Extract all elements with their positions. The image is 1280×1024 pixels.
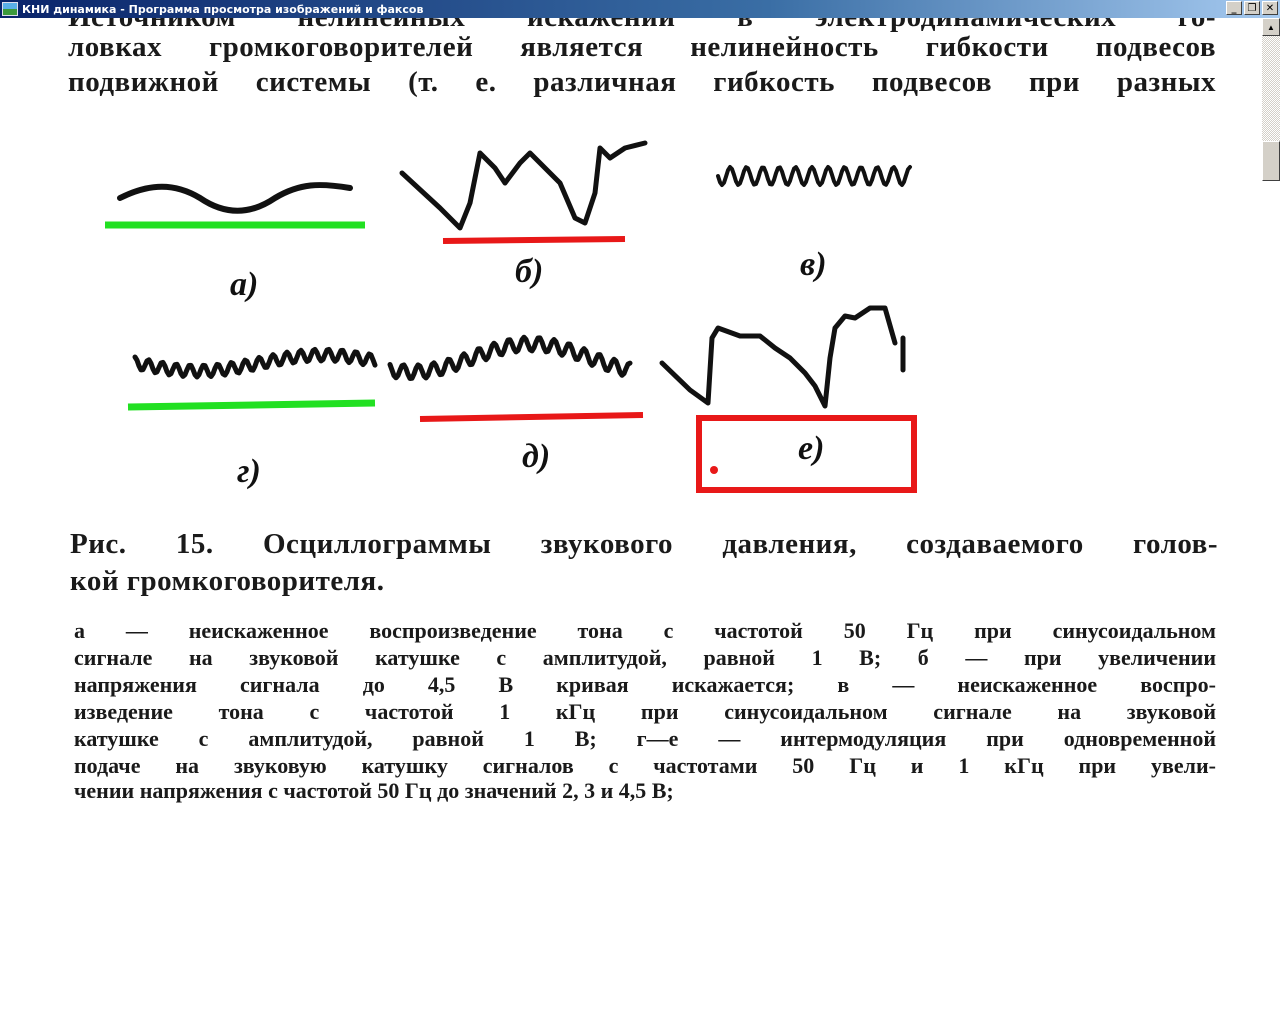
- close-button[interactable]: ✕: [1262, 1, 1278, 15]
- figure-label-v: в): [800, 246, 827, 283]
- body-line: подвижной системы (т. е. различная гибко…: [68, 66, 1216, 98]
- figure-label-e: е): [798, 430, 825, 467]
- description-line: катушке с амплитудой, равной 1 В; г—е — …: [74, 726, 1216, 751]
- waveform-v: [716, 165, 912, 187]
- window-title: КНИ динамика - Программа просмотра изобр…: [22, 2, 424, 16]
- body-line: Источником нелинейных искажений в электр…: [68, 18, 1216, 34]
- oscillogram-figure: [105, 140, 917, 493]
- document-view: Источником нелинейных искажений в электр…: [0, 18, 1262, 1024]
- description-line: подаче на звуковую катушку сигналов с ча…: [74, 753, 1216, 778]
- description-line: а — неискаженное воспроизведение тона с …: [74, 618, 1216, 643]
- green-marker-g: [127, 399, 376, 411]
- waveform-b: [399, 140, 648, 231]
- waveform-g: [132, 346, 378, 380]
- waveform-e: [659, 305, 906, 409]
- description-line: изведение тона с частотой 1 кГц при сину…: [74, 699, 1216, 724]
- scroll-thumb[interactable]: [1262, 141, 1280, 181]
- red-marker-d: [419, 412, 644, 422]
- red-marker-b: [442, 236, 626, 244]
- figure-label-d: д): [522, 438, 551, 475]
- caption-line: Рис. 15. Осциллограммы звукового давлени…: [70, 528, 1218, 560]
- caption-line: кой громкоговорителя.: [70, 565, 385, 597]
- restore-button[interactable]: ❐: [1244, 1, 1260, 15]
- description-line: чении напряжения с частотой 50 Гц до зна…: [74, 778, 674, 803]
- figure-label-b: б): [515, 253, 544, 290]
- red-dot: [710, 466, 718, 474]
- title-bar: КНИ динамика - Программа просмотра изобр…: [0, 0, 1280, 18]
- scroll-up-arrow-icon[interactable]: ▲: [1262, 18, 1280, 36]
- app-icon: [2, 2, 18, 16]
- figure-label-g: г): [237, 453, 261, 490]
- vertical-scrollbar[interactable]: ▲: [1262, 18, 1280, 181]
- waveform-a: [117, 182, 353, 214]
- red-highlight-box-e: [696, 415, 917, 493]
- figure-label-a: а): [230, 266, 259, 303]
- body-line: ловках громкоговорителей является нелине…: [68, 31, 1216, 63]
- waveform-d: [387, 334, 633, 381]
- description-line: сигнале на звуковой катушке с амплитудой…: [74, 645, 1216, 670]
- minimize-button[interactable]: _: [1226, 1, 1242, 15]
- description-line: напряжения сигнала до 4,5 В кривая искаж…: [74, 672, 1216, 697]
